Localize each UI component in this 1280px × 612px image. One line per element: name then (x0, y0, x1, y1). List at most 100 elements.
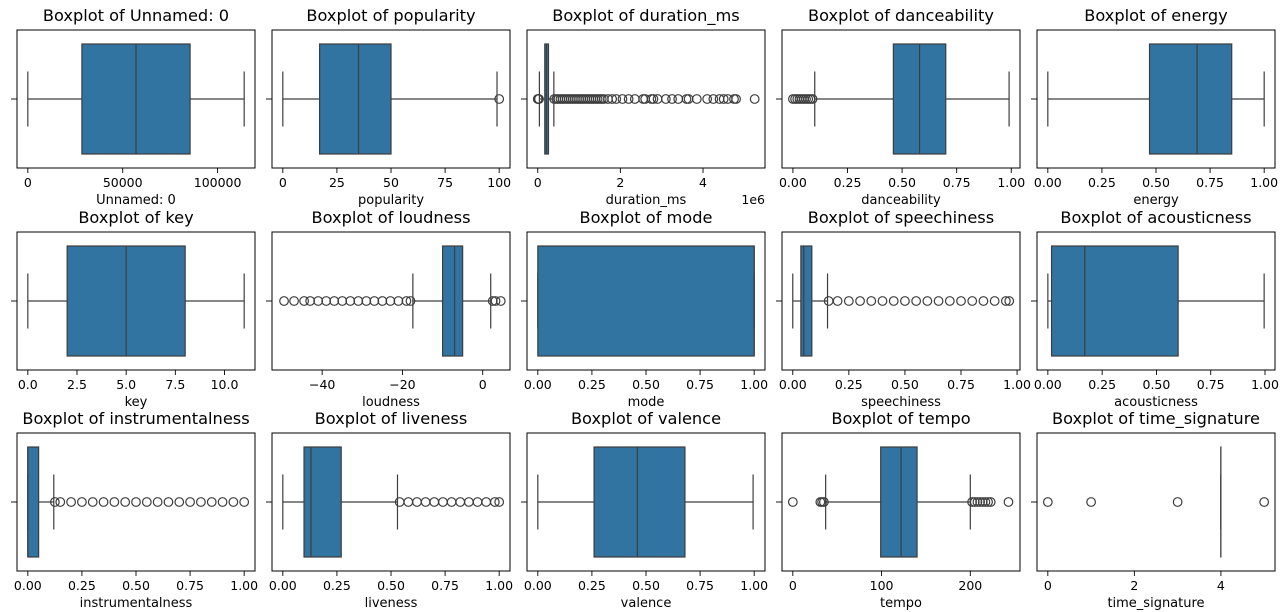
x-tick-label: 0.25 (1088, 175, 1116, 190)
x-tick-label: 0.75 (176, 578, 204, 593)
outlier-point (196, 497, 206, 507)
x-axis-label: duration_ms (606, 193, 687, 208)
x-axis-label: instrumentalness (80, 596, 193, 611)
outlier-point (1004, 296, 1015, 306)
x-tick-label: 0.00 (269, 578, 297, 593)
axes-frame (781, 432, 1021, 572)
subplot: Boxplot of mode 0.00 0.25 0.50 0.75 1.00 mode (521, 208, 768, 410)
x-tick-label: 1.00 (1250, 175, 1278, 190)
outlier-point (87, 497, 98, 507)
outlier-point (967, 497, 977, 507)
outlier-point (1000, 296, 1011, 306)
outlier-point (163, 497, 174, 507)
iqr-box (880, 446, 918, 558)
outlier-point (977, 497, 988, 507)
subplot-grid: Boxplot of Unnamed: 00 50000 100000Unnamed… (11, 6, 1279, 611)
subplot: Boxplot of instrumentalness 0.00 0.25 0.50 0… (11, 409, 258, 611)
outlier-point (648, 94, 659, 104)
outlier-point (77, 497, 87, 507)
outlier-point (691, 94, 702, 104)
x-tick-label: 2 (616, 175, 624, 190)
subplot-title: Boxplot of energy (1084, 6, 1228, 25)
x-axis-label: tempo (880, 596, 922, 611)
x-tick-label: 0.75 (947, 377, 975, 392)
outlier-point (217, 497, 228, 507)
outlier-point (131, 497, 141, 507)
axes-frame (16, 231, 256, 371)
outlier-point (922, 296, 933, 306)
x-axis-label: loudness (362, 395, 420, 410)
x-tick-label: 0.50 (891, 377, 919, 392)
iqr-box (800, 245, 813, 357)
x-tick-label: 0.50 (1143, 377, 1171, 392)
subplot: Boxplot of danceability 0.00 0.25 0.50 0.75 1… (776, 6, 1025, 208)
outlier-point (731, 94, 741, 104)
x-tick-label: 0.25 (578, 578, 606, 593)
outlier-point (405, 296, 416, 306)
outlier-point (980, 497, 991, 507)
iqr-box (303, 446, 342, 558)
outlier-point (98, 497, 109, 507)
x-tick-label: 50 (383, 175, 399, 190)
x-tick-label: 0.00 (524, 578, 552, 593)
outlier-point (832, 296, 843, 306)
x-tick-label: 0 (534, 175, 542, 190)
x-tick-label: 4 (1217, 578, 1225, 593)
subplot-title: Boxplot of loudness (311, 208, 470, 227)
outlier-point (818, 497, 829, 507)
x-tick-label: 1.00 (485, 578, 513, 593)
x-tick-label: 4 (699, 175, 707, 190)
x-tick-label: −40 (309, 377, 335, 392)
x-tick-label: 0.00 (1034, 377, 1062, 392)
subplot: Boxplot of time_signature 0 2 4 time_signatu… (1031, 409, 1276, 611)
outlier-point (983, 497, 993, 507)
x-tick-label: 1.00 (740, 578, 768, 593)
x-axis-label: mode (628, 395, 665, 410)
x-tick-label: 100 (870, 578, 894, 593)
axes-frame (16, 29, 256, 169)
outlier-point (494, 497, 505, 507)
axes-frame (526, 432, 766, 572)
x-tick-label: 0.75 (686, 578, 714, 593)
x-tick-label: 25 (329, 175, 345, 190)
x-tick-label: 0.50 (377, 578, 405, 593)
outlier-point (66, 497, 76, 507)
outlier-point (120, 497, 131, 507)
outlier-point (718, 94, 729, 104)
subplot: Boxplot of liveness 0.00 0.25 0.50 0.75 1.00 l… (266, 409, 513, 611)
outlier-point (877, 296, 888, 306)
x-tick-label: 0.50 (888, 175, 916, 190)
x-tick-label: 100000 (194, 175, 242, 190)
subplot: Boxplot of acousticness 0.00 0.25 0.50 0.75 1… (1031, 208, 1279, 410)
x-tick-label: 1.00 (740, 377, 768, 392)
x-tick-label: 1.00 (230, 578, 258, 593)
outlier-point (109, 497, 120, 507)
x-tick-label: 0.50 (632, 377, 660, 392)
subplot: Boxplot of tempo 0 100 200 tempo (776, 409, 1021, 611)
outlier-point (607, 94, 618, 104)
x-tick-label: 0.25 (323, 578, 351, 593)
outlier-point (972, 497, 983, 507)
x-tick-label: −20 (389, 377, 415, 392)
outlier-point (967, 296, 978, 306)
x-tick-label: 0 (1044, 578, 1052, 593)
subplot-title: Boxplot of duration_ms (552, 6, 739, 26)
outlier-point (299, 296, 310, 306)
outlier-point (944, 296, 955, 306)
outlier-point (141, 497, 152, 507)
axes-frame (526, 29, 766, 169)
subplot: Boxplot of key 0.0 2.5 5.0 7.5 10.0 key (11, 208, 256, 410)
subplot: Boxplot of duration_ms 0 2 4 duration_ms 1e6 (521, 6, 766, 208)
outlier-point (787, 497, 798, 507)
outlier-point (900, 296, 910, 306)
x-tick-label: 0.50 (122, 578, 150, 593)
x-tick-label: 0.75 (1196, 175, 1224, 190)
x-tick-label: 0.50 (1142, 175, 1170, 190)
outlier-point (401, 296, 412, 306)
subplot-title: Boxplot of key (78, 208, 194, 227)
axes-frame (271, 29, 511, 169)
subplot: Boxplot of popularity 0 25 50 75 100 popularit… (266, 6, 511, 208)
outlier-point (623, 94, 634, 104)
subplot-title: Boxplot of mode (580, 208, 713, 227)
subplot: Boxplot of Unnamed: 0 0 50000 100000 Unnamed… (11, 6, 256, 208)
